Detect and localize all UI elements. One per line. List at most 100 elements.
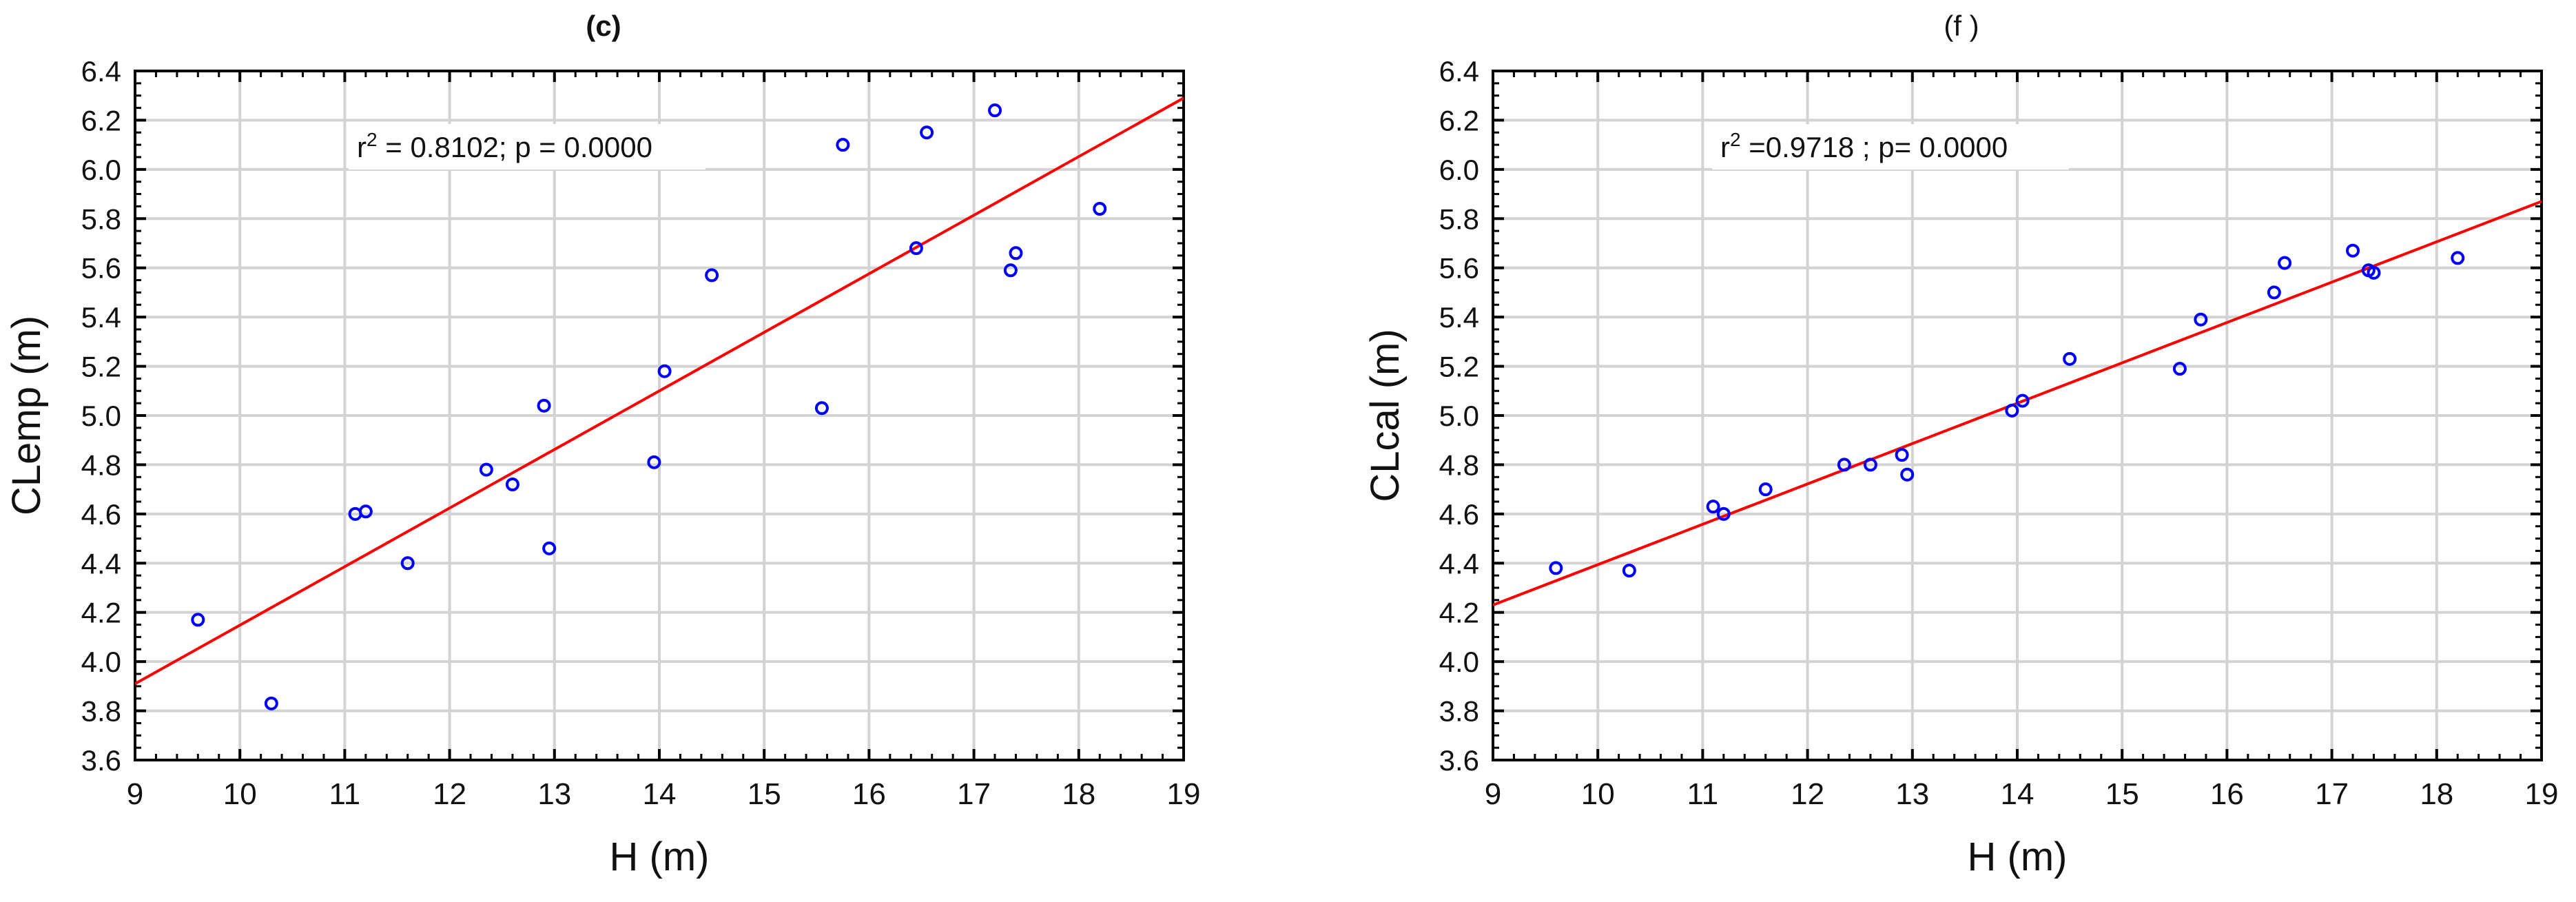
- x-tick-label: 16: [852, 777, 886, 811]
- data-point: [1716, 506, 1731, 521]
- data-point: [2278, 256, 2292, 270]
- chart-panel-2: 9 10 11 12 13 14 15 16 17 18 19 3.6 3.8 4.0 4.2 4.4 4.6 4…: [1363, 10, 2558, 879]
- y-tick-label: 6.4: [1439, 55, 1479, 88]
- x-tick-label: 12: [1791, 777, 1824, 811]
- y-tick-label: 5.8: [1439, 203, 1479, 235]
- y-tick-label: 3.8: [81, 695, 121, 728]
- panel-title: (c): [586, 10, 621, 42]
- x-tick-label: 11: [1687, 777, 1719, 811]
- data-point: [2005, 403, 2019, 418]
- x-tick-label: 11: [329, 777, 361, 811]
- y-tick-label: 4.8: [1439, 449, 1479, 481]
- data-point: [836, 138, 850, 152]
- y-tick-label: 6.0: [1439, 154, 1479, 186]
- chart-panel-1: 9 10 11 12 13 14 15 16 17 18 19 3.6 3.8 4.0 4.2 4.4 4.6 4…: [4, 10, 1200, 879]
- data-point: [2267, 285, 2281, 300]
- data-point: [2367, 265, 2381, 280]
- data-point: [358, 504, 373, 519]
- x-tick-label: 10: [223, 777, 257, 811]
- x-tick-label: 14: [643, 777, 677, 811]
- x-tick-label: 9: [127, 777, 143, 811]
- y-tick-label: 5.8: [81, 203, 121, 235]
- panel-title: (f ): [1944, 10, 1979, 42]
- data-point: [2451, 251, 2465, 265]
- y-tick-label: 5.2: [1439, 351, 1479, 383]
- annotation-background: [349, 124, 705, 170]
- data-point: [814, 401, 829, 416]
- y-tick-label: 4.2: [81, 597, 121, 629]
- x-axis-label: H (m): [610, 834, 710, 879]
- x-tick-label: 18: [1062, 777, 1095, 811]
- y-tick-label: 3.8: [1439, 695, 1479, 728]
- y-tick-label: 4.8: [81, 449, 121, 481]
- y-tick-label: 5.4: [1439, 301, 1479, 334]
- x-tick-label: 12: [433, 777, 466, 811]
- y-tick-label: 4.2: [1439, 597, 1479, 629]
- x-tick-label: 13: [1895, 777, 1929, 811]
- x-tick-label: 17: [957, 777, 991, 811]
- x-tick-label: 16: [2210, 777, 2244, 811]
- y-tick-label: 4.4: [1439, 547, 1479, 580]
- data-point: [1758, 482, 1773, 497]
- data-point: [1895, 448, 1909, 462]
- x-tick-label: 18: [2420, 777, 2453, 811]
- data-point: [2346, 243, 2360, 258]
- stats-annotation: r2 =0.9718 ; p= 0.0000: [1720, 129, 2008, 163]
- data-point: [1093, 202, 1107, 216]
- data-point: [657, 364, 672, 378]
- data-point: [191, 613, 205, 627]
- x-tick-label: 15: [2105, 777, 2139, 811]
- data-point: [1706, 500, 1720, 514]
- regression-line: [135, 96, 1184, 686]
- y-axis-label: CLemp (m): [4, 316, 49, 515]
- stats-annotation: r2 = 0.8102; p = 0.0000: [357, 129, 652, 163]
- data-point: [1837, 458, 1851, 472]
- y-tick-label: 5.4: [81, 301, 121, 334]
- data-point: [920, 125, 934, 140]
- data-point: [2172, 362, 2187, 376]
- y-tick-label: 6.0: [81, 154, 121, 186]
- x-tick-label: 15: [748, 777, 781, 811]
- x-tick-label: 10: [1581, 777, 1615, 811]
- x-axis-label: H (m): [1968, 834, 2068, 879]
- data-point: [2063, 351, 2077, 366]
- data-point: [537, 398, 551, 413]
- data-point: [1622, 564, 1636, 577]
- data-point: [2015, 393, 2030, 408]
- data-point: [647, 455, 661, 469]
- data-point: [1009, 246, 1023, 260]
- x-tick-label: 14: [2001, 777, 2034, 811]
- data-point: [909, 241, 923, 256]
- y-tick-label: 6.4: [81, 55, 121, 88]
- data-point: [264, 696, 278, 710]
- y-axis-label: CLcal (m): [1363, 329, 1408, 502]
- data-point: [400, 556, 415, 571]
- y-tick-label: 4.0: [1439, 646, 1479, 678]
- y-tick-label: 5.6: [81, 252, 121, 285]
- y-tick-label: 3.6: [81, 744, 121, 777]
- data-point: [542, 541, 557, 555]
- y-tick-label: 6.2: [1439, 104, 1479, 136]
- y-tick-label: 4.4: [81, 547, 121, 580]
- y-tick-label: 4.0: [81, 646, 121, 678]
- y-tick-label: 6.2: [81, 104, 121, 136]
- x-tick-label: 13: [537, 777, 571, 811]
- y-tick-label: 5.0: [81, 400, 121, 432]
- y-tick-label: 3.6: [1439, 744, 1479, 777]
- data-point: [2194, 312, 2208, 327]
- x-tick-label: 19: [1167, 777, 1201, 811]
- y-tick-label: 4.6: [1439, 498, 1479, 531]
- x-tick-label: 19: [2525, 777, 2559, 811]
- data-point: [988, 103, 1002, 118]
- y-tick-label: 5.2: [81, 351, 121, 383]
- data-point: [705, 268, 719, 283]
- data-point: [1900, 467, 1915, 482]
- data-point: [1549, 561, 1563, 575]
- data-point: [1863, 458, 1877, 472]
- y-tick-label: 5.6: [1439, 252, 1479, 285]
- y-tick-label: 4.6: [81, 498, 121, 531]
- data-point: [1003, 263, 1018, 278]
- x-tick-label: 17: [2315, 777, 2349, 811]
- x-tick-label: 9: [1485, 777, 1501, 811]
